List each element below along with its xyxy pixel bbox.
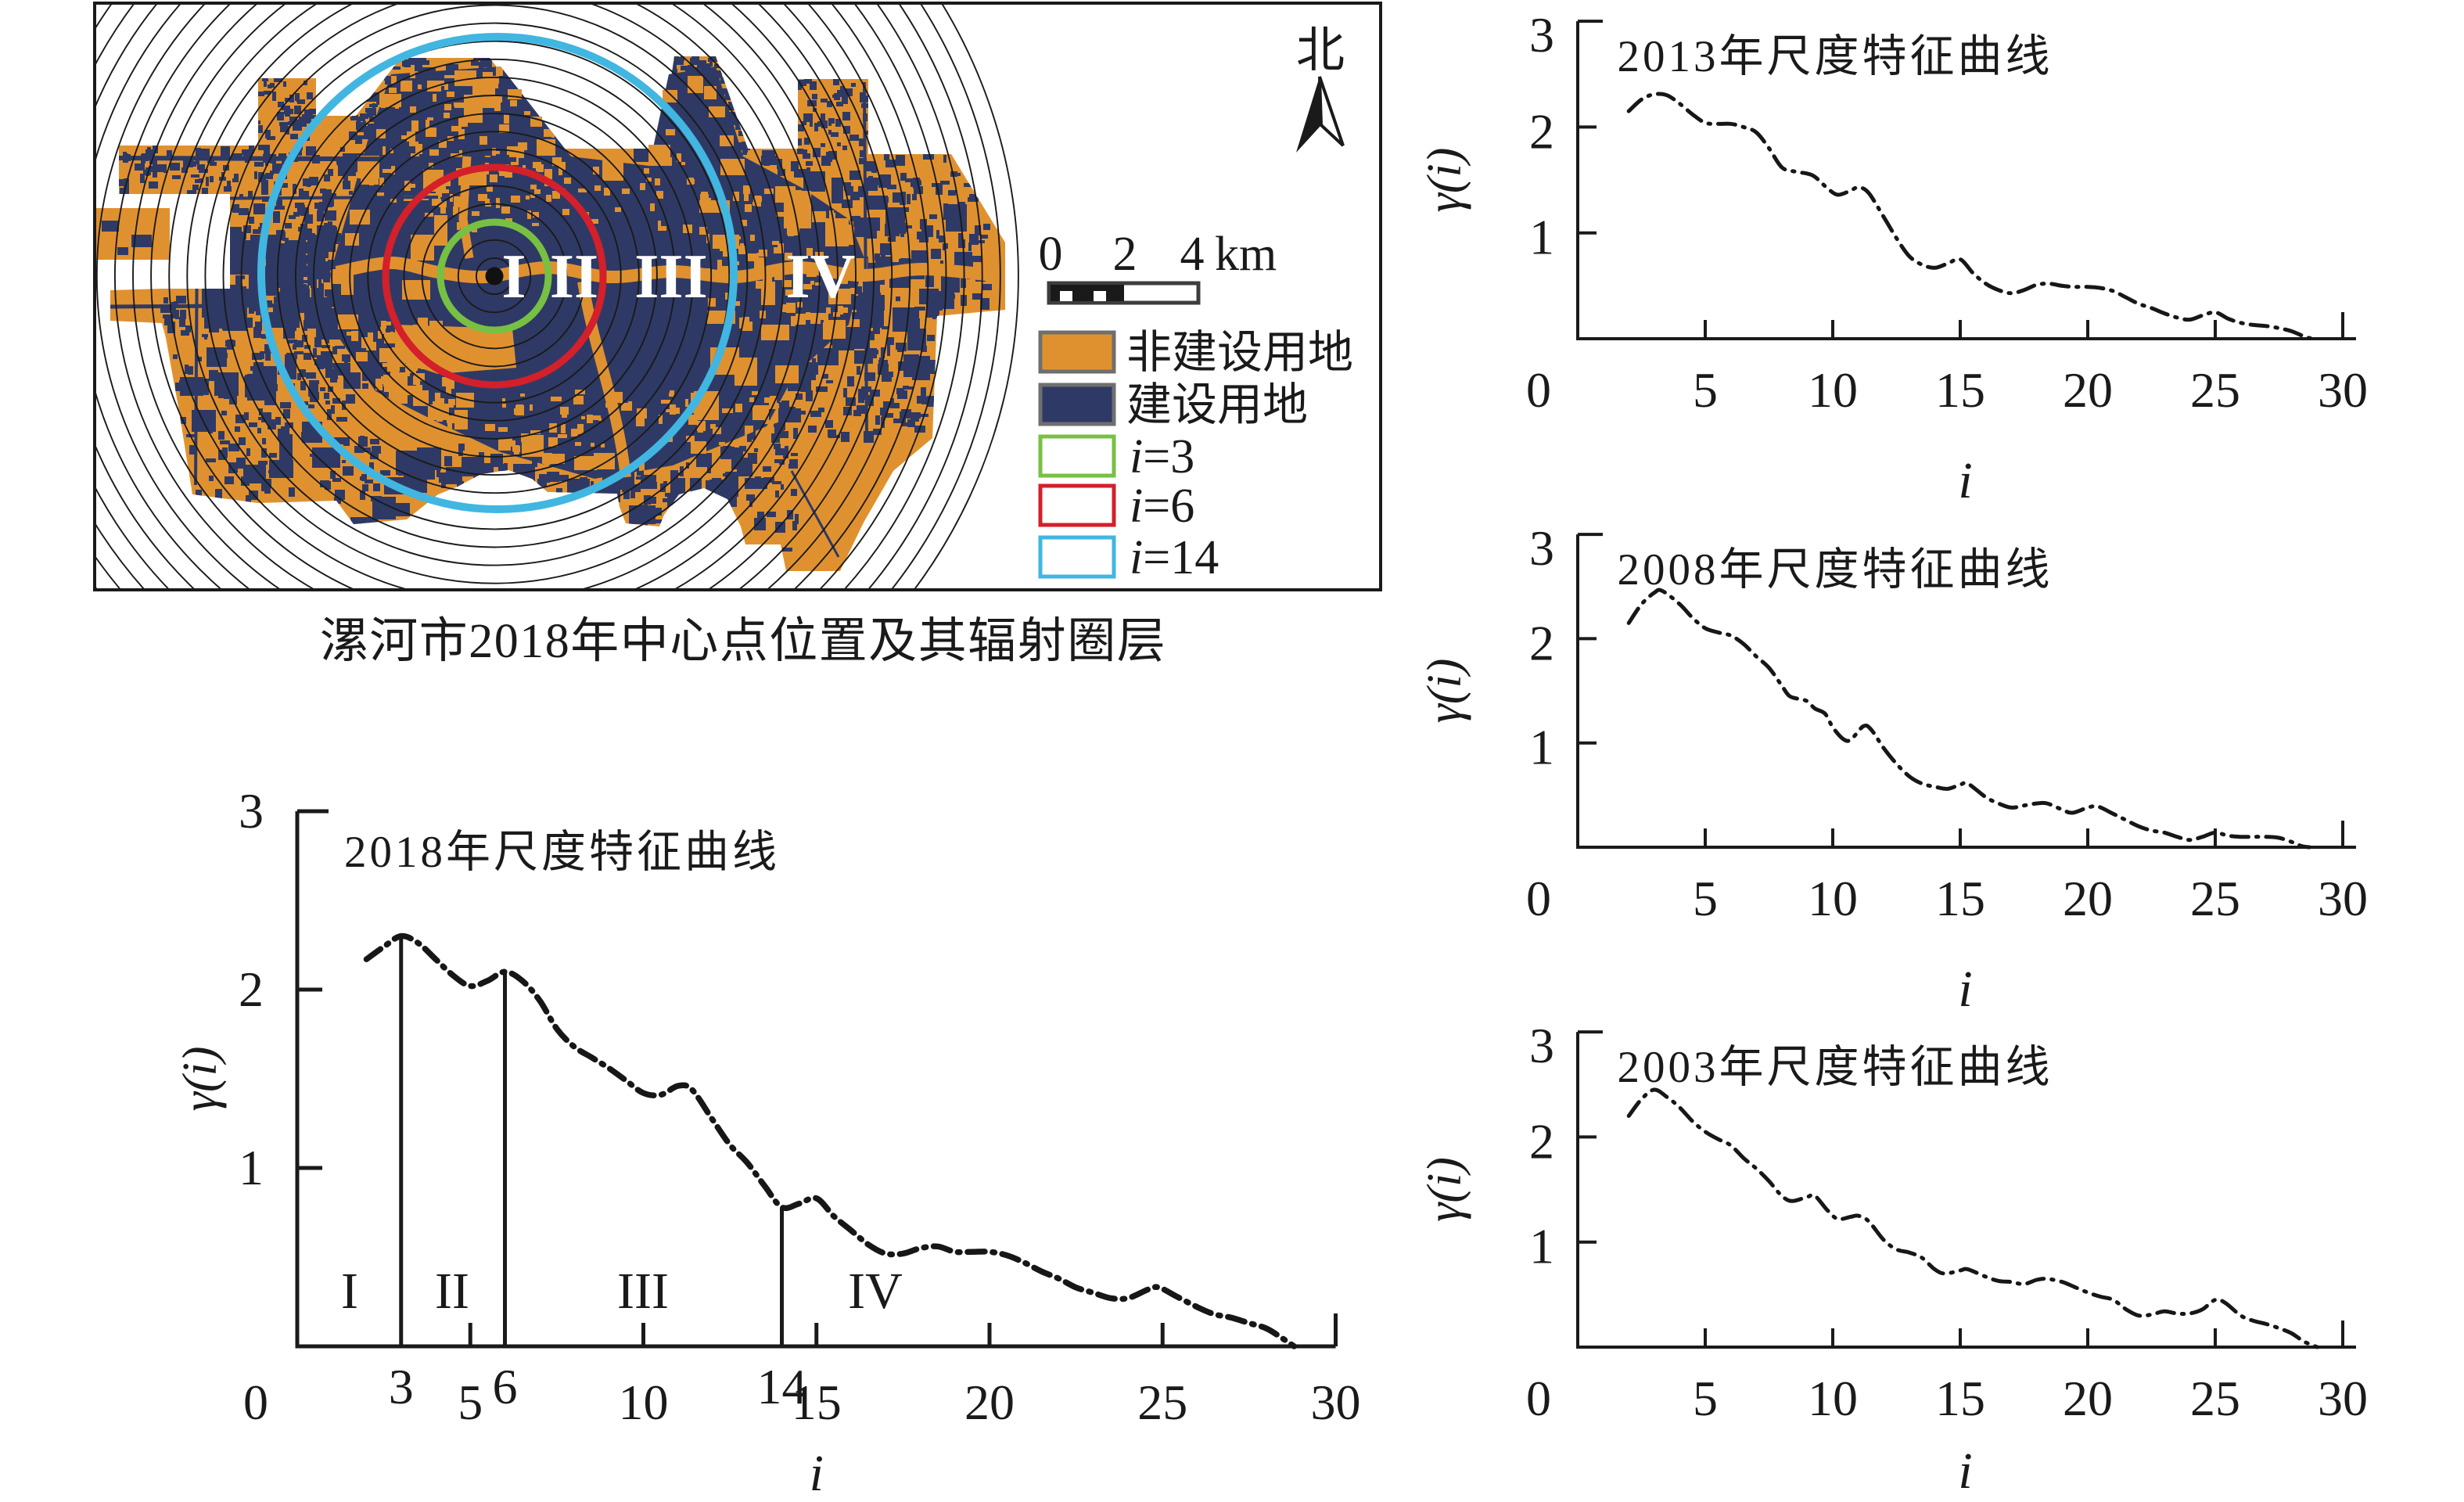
svg-text:0: 0 (1526, 871, 1551, 926)
svg-text:0: 0 (1039, 228, 1063, 281)
svg-text:6: 6 (493, 1359, 518, 1414)
svg-text:II: II (550, 243, 598, 311)
svg-text:i: i (1958, 961, 1972, 1018)
svg-text:2: 2 (1529, 615, 1554, 670)
svg-text:III: III (617, 1263, 669, 1320)
svg-text:1: 1 (239, 1140, 264, 1195)
svg-text:20: 20 (2063, 362, 2113, 418)
svg-text:15: 15 (1935, 362, 1985, 418)
svg-text:3: 3 (389, 1359, 414, 1414)
svg-text:i: i (1958, 1443, 1972, 1498)
svg-text:15: 15 (1935, 1371, 1985, 1426)
svg-text:5: 5 (1693, 362, 1718, 418)
svg-text:i=6: i=6 (1130, 480, 1194, 533)
svg-text:γ(i): γ(i) (1418, 659, 1471, 724)
svg-text:2003年尺度特征曲线: 2003年尺度特征曲线 (1618, 1043, 2053, 1092)
svg-text:IV: IV (848, 1263, 903, 1320)
svg-text:2: 2 (1529, 103, 1554, 159)
svg-text:I: I (501, 243, 526, 311)
svg-text:0: 0 (1526, 1371, 1551, 1426)
svg-text:i: i (1958, 452, 1972, 509)
svg-text:i=3: i=3 (1130, 430, 1194, 483)
svg-text:25: 25 (2190, 1371, 2240, 1426)
svg-text:3: 3 (239, 783, 264, 839)
svg-text:建设用地: 建设用地 (1126, 379, 1308, 430)
svg-text:10: 10 (1808, 1371, 1858, 1426)
svg-text:15: 15 (1935, 871, 1985, 926)
svg-text:15: 15 (792, 1374, 842, 1430)
svg-text:3: 3 (1529, 520, 1554, 576)
svg-text:30: 30 (2318, 1371, 2368, 1426)
svg-text:25: 25 (2190, 871, 2240, 926)
svg-text:5: 5 (1693, 1371, 1718, 1426)
svg-text:1: 1 (1529, 720, 1554, 775)
svg-text:10: 10 (1808, 871, 1858, 926)
svg-text:III: III (634, 243, 707, 311)
svg-text:3: 3 (1529, 7, 1554, 63)
svg-text:0: 0 (243, 1374, 268, 1430)
svg-text:3: 3 (1529, 1018, 1554, 1073)
svg-text:10: 10 (619, 1374, 669, 1430)
svg-text:20: 20 (964, 1374, 1015, 1430)
svg-text:25: 25 (1137, 1374, 1187, 1430)
svg-text:2: 2 (1529, 1113, 1554, 1169)
svg-text:1: 1 (1529, 1219, 1554, 1274)
svg-text:II: II (435, 1263, 469, 1320)
svg-text:IV: IV (786, 243, 856, 311)
svg-text:5: 5 (1693, 871, 1718, 926)
svg-text:5: 5 (458, 1374, 483, 1430)
svg-text:i=14: i=14 (1130, 531, 1219, 584)
svg-text:2008年尺度特征曲线: 2008年尺度特征曲线 (1618, 545, 2053, 595)
svg-text:2: 2 (1113, 228, 1137, 281)
svg-text:25: 25 (2190, 362, 2240, 418)
svg-text:0: 0 (1526, 362, 1551, 418)
svg-text:2: 2 (239, 961, 264, 1017)
svg-text:I: I (341, 1263, 358, 1320)
svg-text:2018年尺度特征曲线: 2018年尺度特征曲线 (344, 828, 780, 877)
svg-text:γ(i): γ(i) (174, 1047, 227, 1112)
svg-text:20: 20 (2063, 1371, 2113, 1426)
svg-text:北: 北 (1296, 24, 1345, 77)
svg-text:14: 14 (757, 1359, 807, 1414)
svg-text:km: km (1215, 228, 1277, 281)
svg-text:30: 30 (2318, 871, 2368, 926)
svg-text:4: 4 (1180, 228, 1205, 281)
svg-text:20: 20 (2063, 871, 2113, 926)
svg-text:2013年尺度特征曲线: 2013年尺度特征曲线 (1618, 32, 2053, 81)
svg-text:漯河市2018年中心点位置及其辐射圈层: 漯河市2018年中心点位置及其辐射圈层 (320, 615, 1167, 668)
svg-text:γ(i): γ(i) (1418, 1157, 1471, 1222)
svg-text:10: 10 (1808, 362, 1858, 418)
svg-text:γ(i): γ(i) (1418, 148, 1471, 213)
svg-text:i: i (810, 1445, 824, 1498)
svg-text:30: 30 (2318, 362, 2368, 418)
svg-text:非建设用地: 非建设用地 (1126, 327, 1353, 378)
svg-text:1: 1 (1529, 210, 1554, 265)
svg-text:30: 30 (1311, 1374, 1361, 1430)
